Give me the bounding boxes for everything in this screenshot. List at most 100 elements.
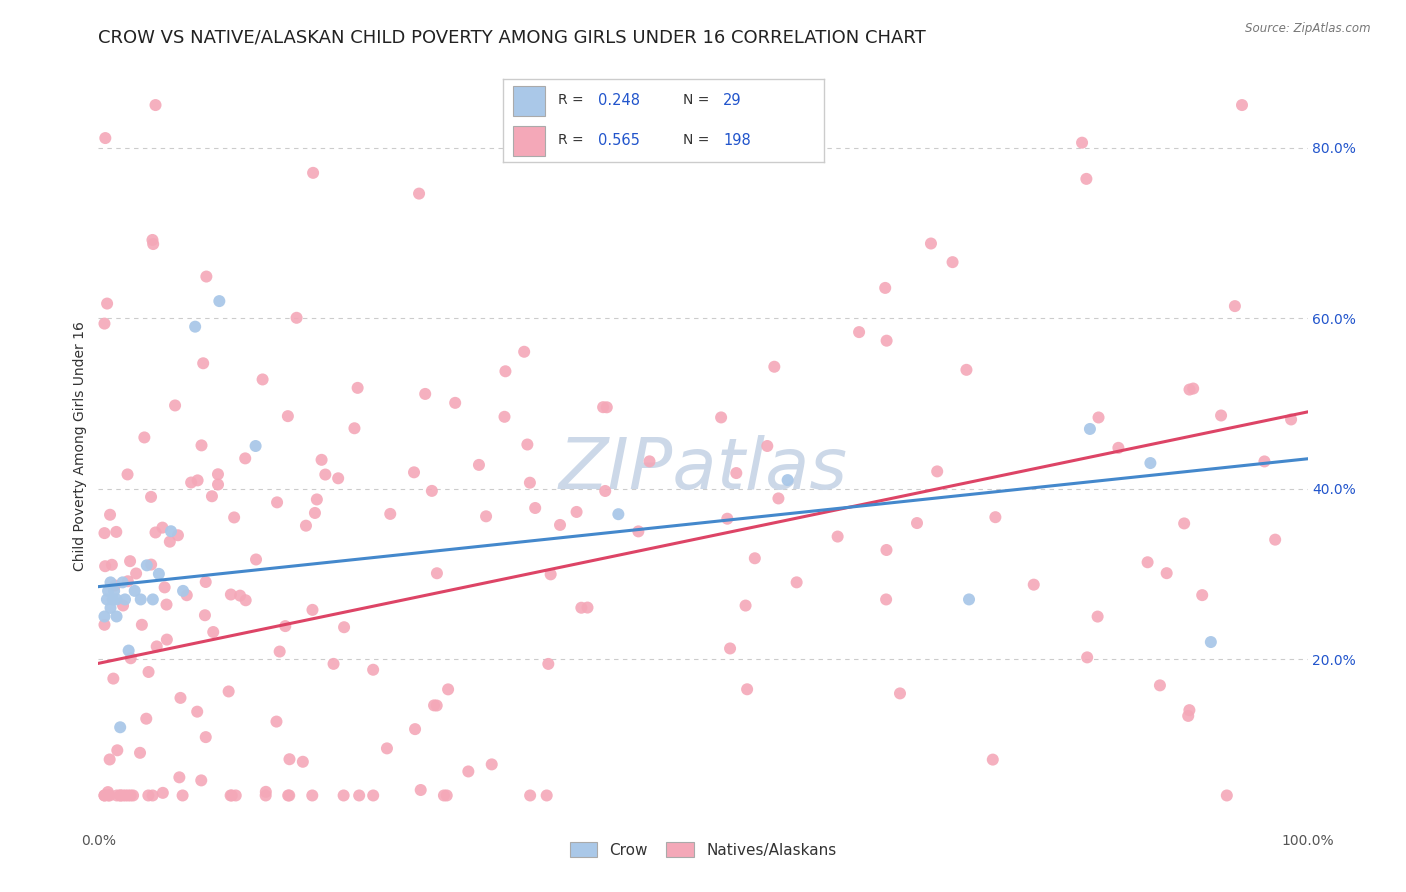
- Point: [98, 789, 121, 803]
- Point: [245, 552, 267, 566]
- Point: [375, 741, 398, 756]
- Point: [433, 789, 456, 803]
- Point: [576, 600, 599, 615]
- Point: [494, 364, 516, 378]
- Point: [202, 625, 225, 640]
- Point: [718, 641, 741, 656]
- Point: [129, 746, 152, 760]
- Point: [457, 764, 479, 779]
- Point: [118, 643, 141, 657]
- Point: [94, 559, 117, 574]
- Point: [278, 752, 301, 766]
- Point: [142, 789, 165, 803]
- Point: [361, 663, 384, 677]
- Point: [302, 166, 325, 180]
- Point: [186, 705, 208, 719]
- Point: [420, 483, 443, 498]
- Point: [120, 651, 142, 665]
- Point: [596, 401, 619, 415]
- Point: [221, 789, 243, 803]
- Point: [94, 131, 117, 145]
- Point: [110, 789, 132, 803]
- Point: [343, 421, 366, 435]
- Point: [245, 439, 267, 453]
- Point: [347, 789, 370, 803]
- Point: [142, 237, 165, 252]
- Point: [402, 466, 425, 480]
- Point: [735, 682, 758, 697]
- Point: [536, 789, 558, 803]
- Point: [277, 789, 299, 803]
- Point: [114, 789, 136, 803]
- Point: [413, 387, 436, 401]
- Point: [100, 601, 122, 615]
- Point: [1136, 555, 1159, 569]
- Point: [468, 458, 491, 472]
- Point: [139, 490, 162, 504]
- Point: [957, 592, 980, 607]
- Point: [475, 509, 498, 524]
- Point: [763, 359, 786, 374]
- Point: [208, 294, 231, 309]
- Point: [124, 583, 146, 598]
- Point: [513, 344, 536, 359]
- Point: [1191, 588, 1213, 602]
- Point: [346, 381, 368, 395]
- Point: [1216, 789, 1239, 803]
- Point: [776, 473, 799, 487]
- Point: [875, 281, 897, 295]
- Point: [103, 583, 125, 598]
- Point: [266, 714, 288, 729]
- Point: [725, 466, 748, 480]
- Point: [285, 310, 308, 325]
- Point: [734, 599, 756, 613]
- Point: [93, 317, 115, 331]
- Point: [1182, 382, 1205, 396]
- Point: [927, 464, 949, 478]
- Point: [156, 632, 179, 647]
- Point: [193, 356, 215, 370]
- Point: [1230, 98, 1253, 112]
- Point: [716, 512, 738, 526]
- Point: [167, 528, 190, 542]
- Point: [744, 551, 766, 566]
- Point: [827, 530, 849, 544]
- Point: [304, 506, 326, 520]
- Point: [105, 592, 128, 607]
- Point: [111, 575, 134, 590]
- Point: [569, 600, 592, 615]
- Point: [229, 589, 252, 603]
- Point: [135, 712, 157, 726]
- Point: [332, 789, 354, 803]
- Point: [314, 467, 336, 482]
- Point: [328, 471, 350, 485]
- Point: [436, 789, 458, 803]
- Point: [103, 672, 125, 686]
- Point: [981, 753, 1004, 767]
- Point: [93, 526, 115, 541]
- Point: [145, 98, 167, 112]
- Point: [1149, 678, 1171, 692]
- Point: [548, 518, 571, 533]
- Point: [225, 789, 247, 803]
- Point: [252, 372, 274, 386]
- Point: [607, 507, 630, 521]
- Point: [96, 592, 118, 607]
- Point: [135, 558, 157, 573]
- Point: [311, 453, 333, 467]
- Point: [875, 592, 897, 607]
- Point: [254, 785, 277, 799]
- Point: [93, 617, 115, 632]
- Point: [876, 334, 898, 348]
- Point: [100, 575, 122, 590]
- Point: [295, 518, 318, 533]
- Point: [404, 722, 426, 736]
- Point: [172, 583, 194, 598]
- Point: [941, 255, 963, 269]
- Point: [1076, 172, 1098, 186]
- Point: [97, 785, 120, 799]
- Point: [233, 451, 256, 466]
- Point: [1022, 577, 1045, 591]
- Point: [101, 558, 124, 572]
- Point: [110, 789, 132, 803]
